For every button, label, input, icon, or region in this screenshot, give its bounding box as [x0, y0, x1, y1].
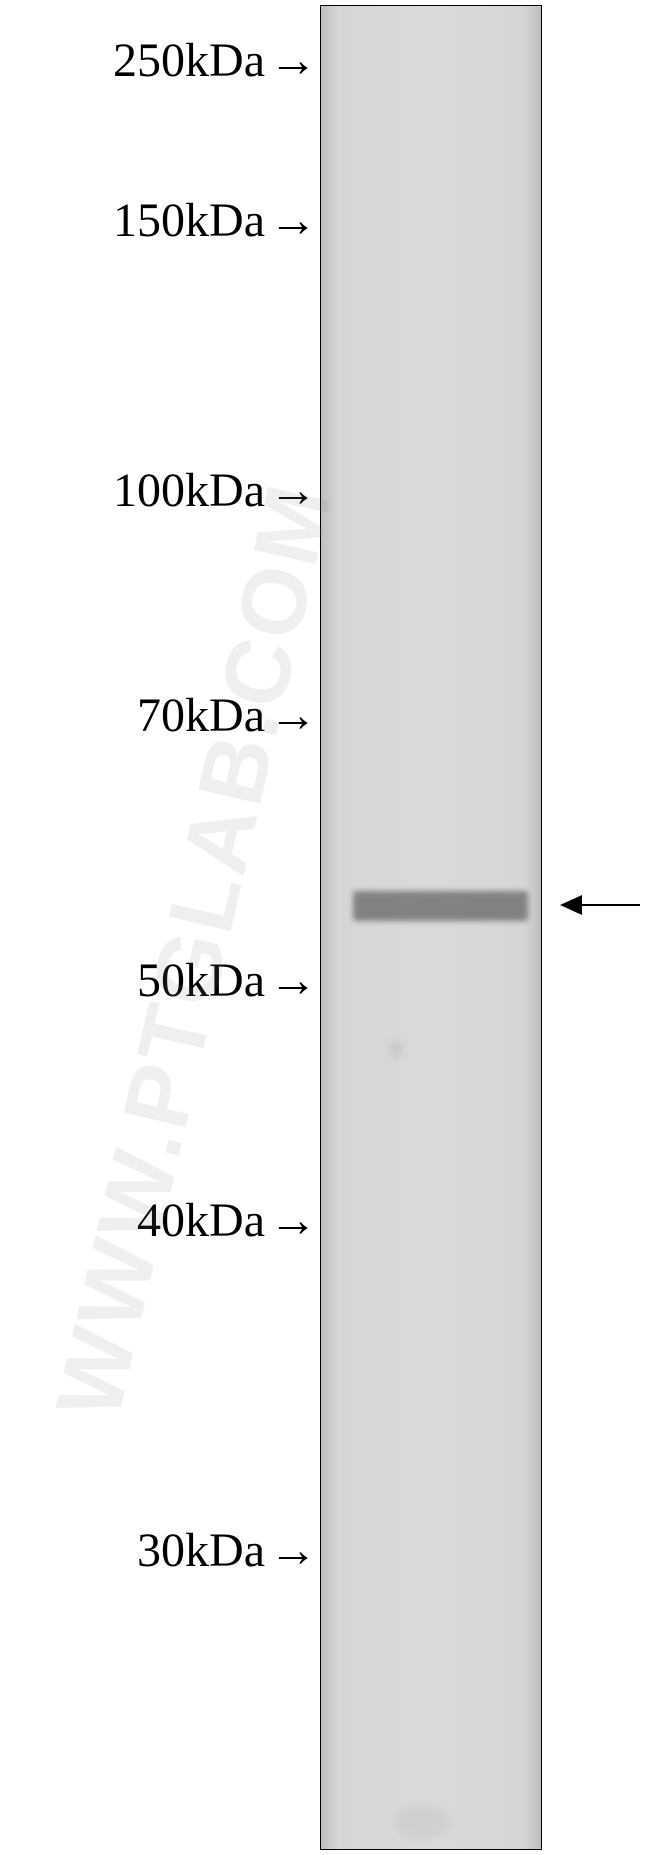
marker-label-row: 40kDa→ [137, 1193, 312, 1248]
marker-label-row: 70kDa→ [137, 688, 312, 743]
marker-arrow-icon: → [269, 688, 312, 743]
blot-container: 250kDa→150kDa→100kDa→70kDa→50kDa→40kDa→3… [0, 0, 650, 1855]
marker-label-row: 100kDa→ [113, 463, 312, 518]
protein-band [353, 891, 528, 921]
arrow-head-icon [560, 895, 582, 915]
blot-lane [320, 5, 542, 1850]
marker-arrow-icon: → [269, 1523, 312, 1578]
marker-weight-label: 40kDa [137, 1193, 265, 1248]
marker-arrow-icon: → [269, 193, 312, 248]
marker-weight-label: 50kDa [137, 953, 265, 1008]
marker-arrow-icon: → [269, 953, 312, 1008]
watermark-text: WWW.PTGLAB.COM [36, 473, 353, 1428]
marker-weight-label: 30kDa [137, 1523, 265, 1578]
marker-arrow-icon: → [269, 33, 312, 88]
marker-weight-label: 100kDa [113, 463, 265, 518]
marker-label-row: 250kDa→ [113, 33, 312, 88]
marker-label-row: 50kDa→ [137, 953, 312, 1008]
marker-weight-label: 150kDa [113, 193, 265, 248]
faint-smudge [390, 1040, 402, 1058]
marker-label-row: 150kDa→ [113, 193, 312, 248]
marker-weight-label: 250kDa [113, 33, 265, 88]
arrow-line [582, 904, 640, 906]
marker-arrow-icon: → [269, 463, 312, 518]
marker-weight-label: 70kDa [137, 688, 265, 743]
marker-arrow-icon: → [269, 1193, 312, 1248]
marker-label-row: 30kDa→ [137, 1523, 312, 1578]
band-indicator-arrow [560, 895, 640, 915]
faint-smudge [395, 1805, 450, 1840]
